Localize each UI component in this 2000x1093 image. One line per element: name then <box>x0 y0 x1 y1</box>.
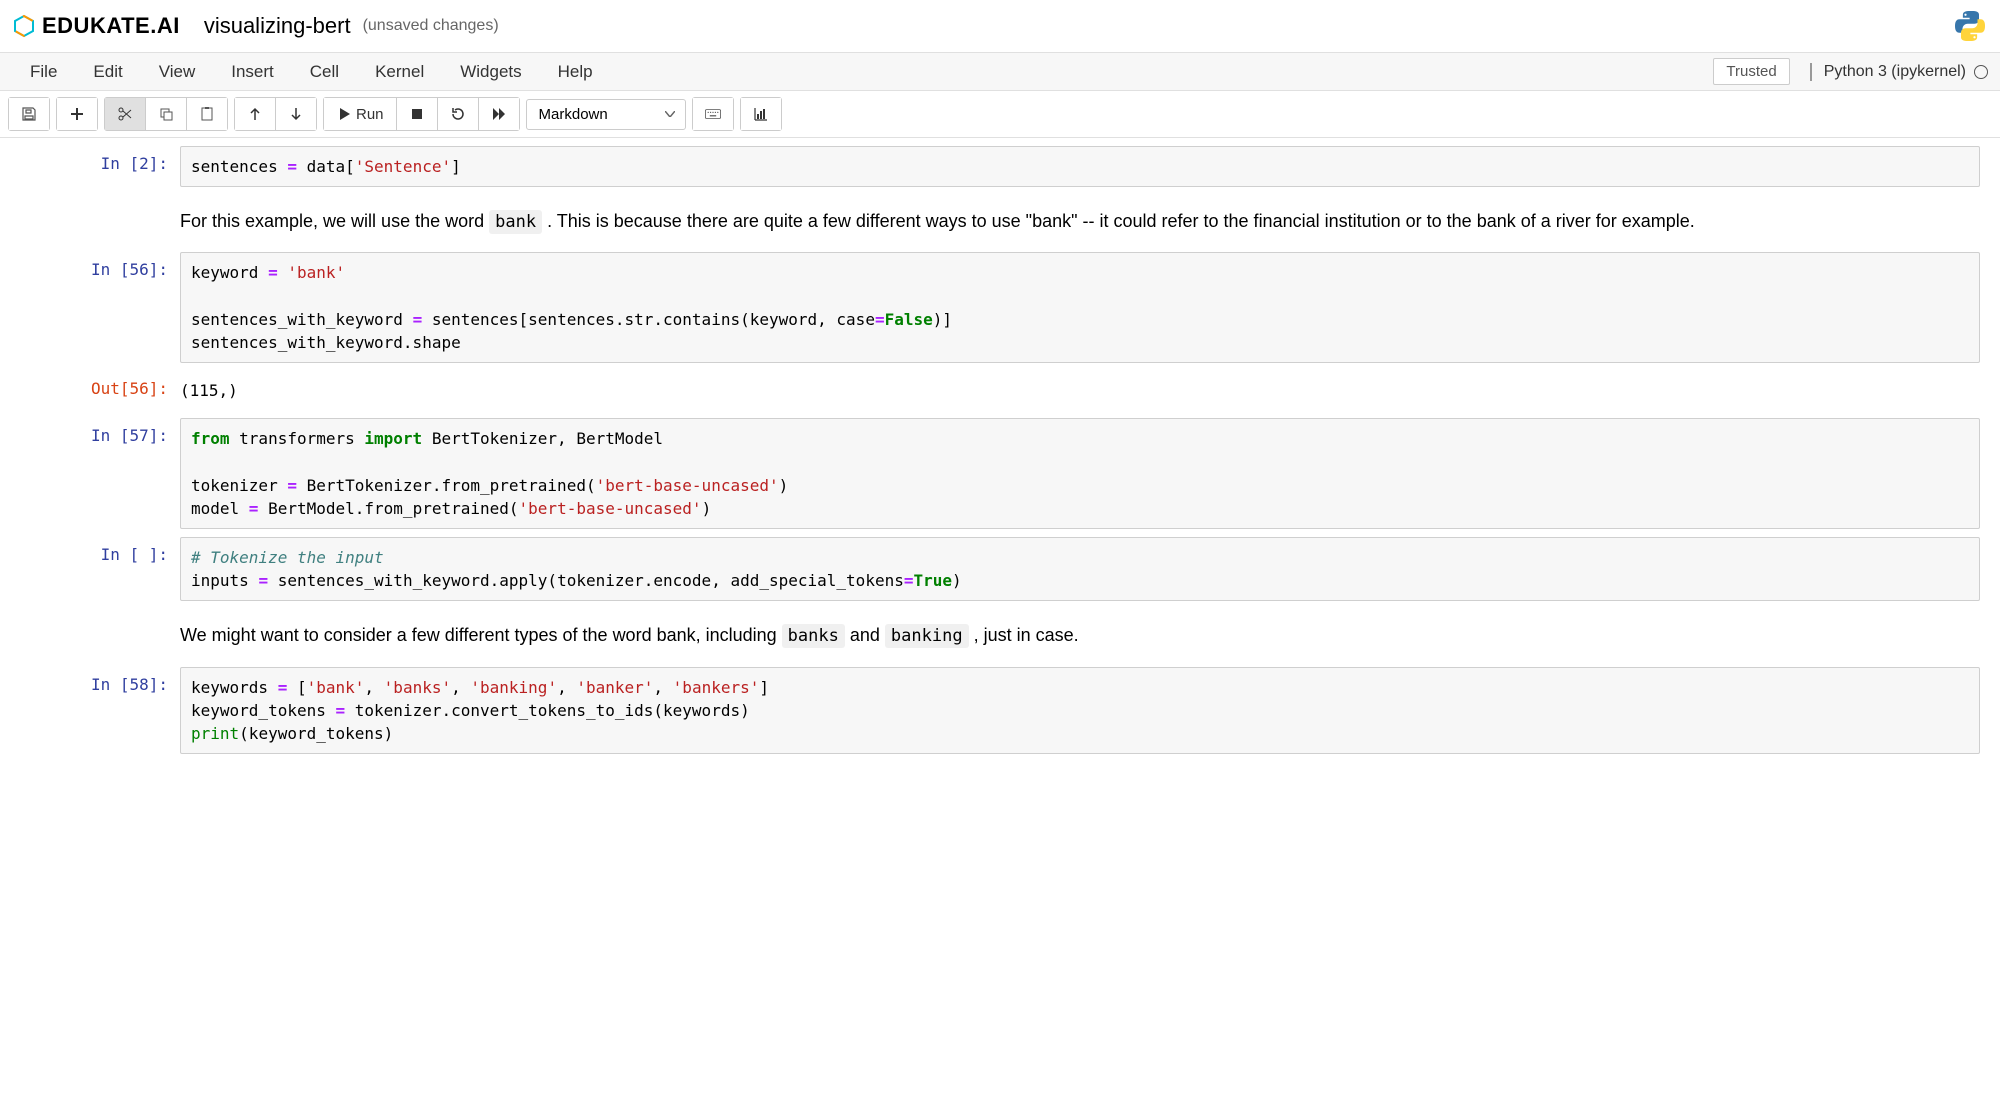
trusted-badge[interactable]: Trusted <box>1713 58 1789 85</box>
kernel-name-text: Python 3 (ipykernel) <box>1824 63 1966 81</box>
menu-help[interactable]: Help <box>540 54 611 90</box>
move-up-button[interactable] <box>235 98 276 130</box>
menu-file[interactable]: File <box>12 54 75 90</box>
menu-cell[interactable]: Cell <box>292 54 357 90</box>
code-input[interactable]: sentences = data['Sentence'] <box>180 146 1980 187</box>
notebook-body: In [2]:sentences = data['Sentence'] For t… <box>0 146 2000 794</box>
in-prompt: In [57]: <box>20 418 180 529</box>
code-input[interactable]: keywords = ['bank', 'banks', 'banking', … <box>180 667 1980 755</box>
keyboard-icon <box>705 106 721 122</box>
play-icon <box>336 106 352 122</box>
stop-icon <box>409 106 425 122</box>
output-row: Out[56]:(115,) <box>20 371 1980 410</box>
interrupt-button[interactable] <box>397 98 438 130</box>
menu-insert[interactable]: Insert <box>213 54 292 90</box>
copy-icon <box>158 106 174 122</box>
paste-button[interactable] <box>187 98 227 130</box>
add-cell-button[interactable] <box>57 98 97 130</box>
hexagon-icon <box>12 14 36 38</box>
in-prompt: In [58]: <box>20 667 180 755</box>
markdown-cell[interactable]: We might want to consider a few differen… <box>20 609 1980 658</box>
chart-button[interactable] <box>741 98 781 130</box>
menu-kernel[interactable]: Kernel <box>357 54 442 90</box>
unsaved-indicator: (unsaved changes) <box>363 17 499 35</box>
code-cell[interactable]: In [56]:keyword = 'bank' sentences_with_… <box>20 252 1980 363</box>
copy-button[interactable] <box>146 98 187 130</box>
inline-code: banking <box>885 624 969 648</box>
menu-widgets[interactable]: Widgets <box>442 54 539 90</box>
code-input[interactable]: keyword = 'bank' sentences_with_keyword … <box>180 252 1980 363</box>
notebook-title[interactable]: visualizing-bert <box>204 13 351 39</box>
plus-icon <box>69 106 85 122</box>
code-cell[interactable]: In [2]:sentences = data['Sentence'] <box>20 146 1980 187</box>
arrow-up-icon <box>247 106 263 122</box>
scissors-icon <box>117 106 133 122</box>
fast-forward-icon <box>491 106 507 122</box>
save-button[interactable] <box>9 98 49 130</box>
menu-edit[interactable]: Edit <box>75 54 140 90</box>
code-input[interactable]: from transformers import BertTokenizer, … <box>180 418 1980 529</box>
brand-logo: EDUKATE.AI <box>12 13 180 39</box>
chart-icon <box>753 106 769 122</box>
inline-code: banks <box>782 624 845 648</box>
markdown-content: We might want to consider a few differen… <box>180 609 1980 658</box>
empty-prompt <box>20 609 180 658</box>
cell-type-select[interactable]: CodeMarkdownRaw NBConvertHeading <box>526 99 686 130</box>
run-button[interactable]: Run <box>324 98 397 130</box>
arrow-down-icon <box>288 106 304 122</box>
code-cell[interactable]: In [ ]:# Tokenize the input inputs = sen… <box>20 537 1980 601</box>
code-cell[interactable]: In [57]:from transformers import BertTok… <box>20 418 1980 529</box>
move-down-button[interactable] <box>276 98 316 130</box>
in-prompt: In [ ]: <box>20 537 180 601</box>
brand-text: EDUKATE.AI <box>42 13 180 39</box>
inline-code: bank <box>489 210 542 234</box>
header: EDUKATE.AI visualizing-bert (unsaved cha… <box>0 0 2000 53</box>
markdown-cell[interactable]: For this example, we will use the word b… <box>20 195 1980 244</box>
in-prompt: In [56]: <box>20 252 180 363</box>
kernel-indicator[interactable]: Python 3 (ipykernel) <box>1810 63 1988 81</box>
restart-run-all-button[interactable] <box>479 98 519 130</box>
restart-button[interactable] <box>438 98 479 130</box>
python-icon <box>1952 8 1988 44</box>
code-cell[interactable]: In [58]:keywords = ['bank', 'banks', 'ba… <box>20 667 1980 755</box>
run-label: Run <box>356 106 384 123</box>
cut-button[interactable] <box>105 98 146 130</box>
paste-icon <box>199 106 215 122</box>
menubar: FileEditViewInsertCellKernelWidgetsHelp … <box>0 53 2000 91</box>
save-icon <box>21 106 37 122</box>
in-prompt: In [2]: <box>20 146 180 187</box>
empty-prompt <box>20 195 180 244</box>
output-text: (115,) <box>180 371 1980 410</box>
out-prompt: Out[56]: <box>20 371 180 410</box>
restart-icon <box>450 106 466 122</box>
command-palette-button[interactable] <box>693 98 733 130</box>
menu-view[interactable]: View <box>141 54 214 90</box>
toolbar: Run CodeMarkdownRaw NBConvertHeading <box>0 91 2000 138</box>
markdown-content: For this example, we will use the word b… <box>180 195 1980 244</box>
code-input[interactable]: # Tokenize the input inputs = sentences_… <box>180 537 1980 601</box>
kernel-status-icon <box>1974 65 1988 79</box>
